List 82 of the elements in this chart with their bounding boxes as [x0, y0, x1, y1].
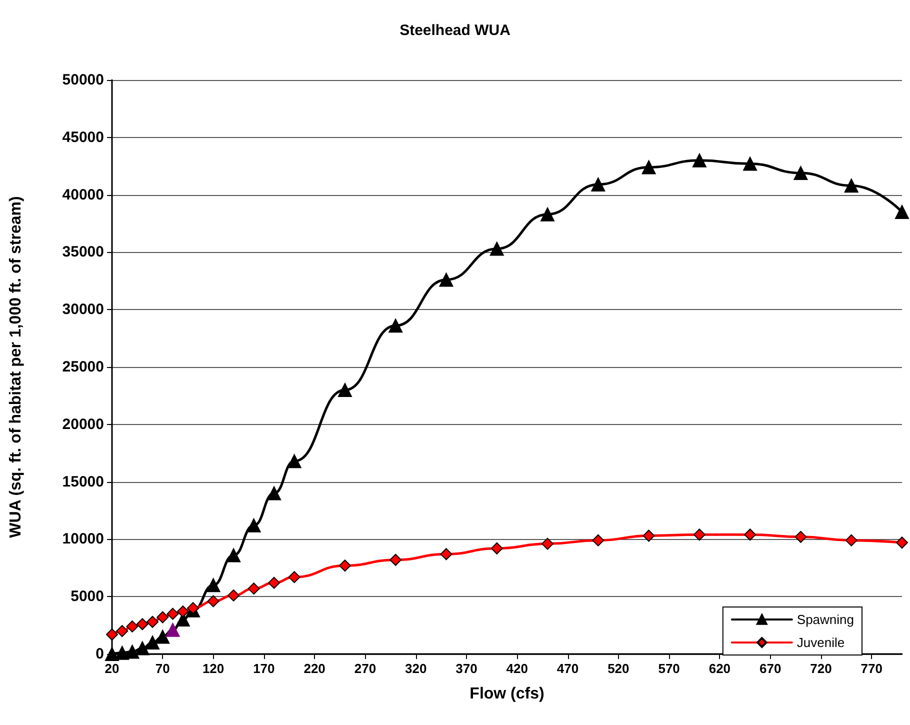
- point: [106, 628, 118, 640]
- x-tick-label: 420: [506, 661, 528, 676]
- point: [115, 646, 130, 660]
- point: [116, 625, 128, 638]
- x-tick-label: 670: [759, 661, 782, 676]
- y-tick-label: 15000: [62, 473, 104, 490]
- y-tick-label: 10000: [62, 530, 104, 548]
- y-tick-label: 35000: [62, 244, 104, 261]
- point: [156, 611, 169, 624]
- point: [692, 153, 706, 168]
- point: [288, 571, 300, 584]
- point: [268, 576, 280, 589]
- point: [125, 644, 140, 659]
- point: [390, 554, 402, 566]
- x-tick-label: 320: [404, 661, 427, 676]
- point: [845, 534, 858, 546]
- x-tick-label: 720: [810, 661, 832, 676]
- x-tick-label: 170: [253, 661, 275, 676]
- point: [248, 582, 260, 595]
- point: [542, 538, 554, 550]
- point: [126, 620, 138, 632]
- point: [693, 528, 706, 541]
- y-tick-label: 30000: [62, 301, 104, 318]
- y-tick-label: 0: [96, 646, 104, 662]
- point: [338, 560, 351, 572]
- y-axis-title: WUA (sq. ft. of habitat per 1,000 ft. of stream): [8, 196, 24, 538]
- chart-title: Steelhead WUA: [400, 22, 511, 39]
- x-tick-label: 570: [658, 661, 680, 676]
- y-tick-label: 40000: [62, 186, 104, 204]
- point: [744, 528, 756, 541]
- point: [135, 641, 150, 656]
- point: [591, 177, 606, 192]
- point: [439, 272, 454, 287]
- x-tick-label: 270: [354, 661, 376, 676]
- point: [844, 178, 858, 193]
- x-tick-label: 520: [608, 661, 630, 676]
- point: [895, 205, 909, 220]
- y-tick-label: 20000: [62, 416, 104, 433]
- x-tick-label: 20: [104, 661, 120, 676]
- point: [187, 602, 200, 614]
- y-tick-label: 5000: [70, 588, 104, 606]
- legend-label: Spawning: [796, 612, 854, 627]
- point: [642, 160, 656, 174]
- x-tick-label: 370: [456, 661, 478, 676]
- point: [146, 636, 160, 650]
- x-tick-label: 120: [202, 661, 224, 676]
- point: [146, 616, 159, 628]
- point: [267, 486, 282, 500]
- point: [207, 595, 220, 608]
- point: [490, 542, 503, 554]
- point: [896, 536, 908, 549]
- point: [794, 166, 808, 180]
- point: [794, 530, 807, 543]
- point: [490, 242, 504, 256]
- x-axis-title: Flow (cfs): [470, 686, 544, 702]
- point: [228, 589, 240, 602]
- y-tick-label: 45000: [62, 128, 104, 146]
- y-tick-label: 50000: [62, 72, 104, 88]
- y-tick-label: 25000: [62, 358, 104, 376]
- point: [287, 454, 302, 468]
- point: [642, 530, 655, 542]
- point: [136, 618, 148, 630]
- point: [166, 608, 179, 620]
- legend-label: Juvenile: [796, 635, 845, 650]
- x-tick-label: 470: [556, 661, 579, 676]
- point: [206, 578, 220, 592]
- x-tick-label: 770: [860, 661, 882, 676]
- point: [246, 518, 261, 532]
- x-tick-label: 70: [155, 661, 170, 676]
- point: [388, 318, 403, 333]
- point: [743, 156, 758, 171]
- point: [166, 622, 180, 637]
- point: [540, 207, 555, 222]
- point: [226, 548, 241, 562]
- point: [592, 534, 604, 546]
- point: [176, 606, 189, 618]
- x-tick-label: 620: [708, 661, 731, 676]
- point: [156, 630, 170, 644]
- x-tick-label: 220: [304, 661, 326, 676]
- point: [105, 647, 119, 661]
- point: [440, 548, 452, 560]
- point: [338, 382, 352, 397]
